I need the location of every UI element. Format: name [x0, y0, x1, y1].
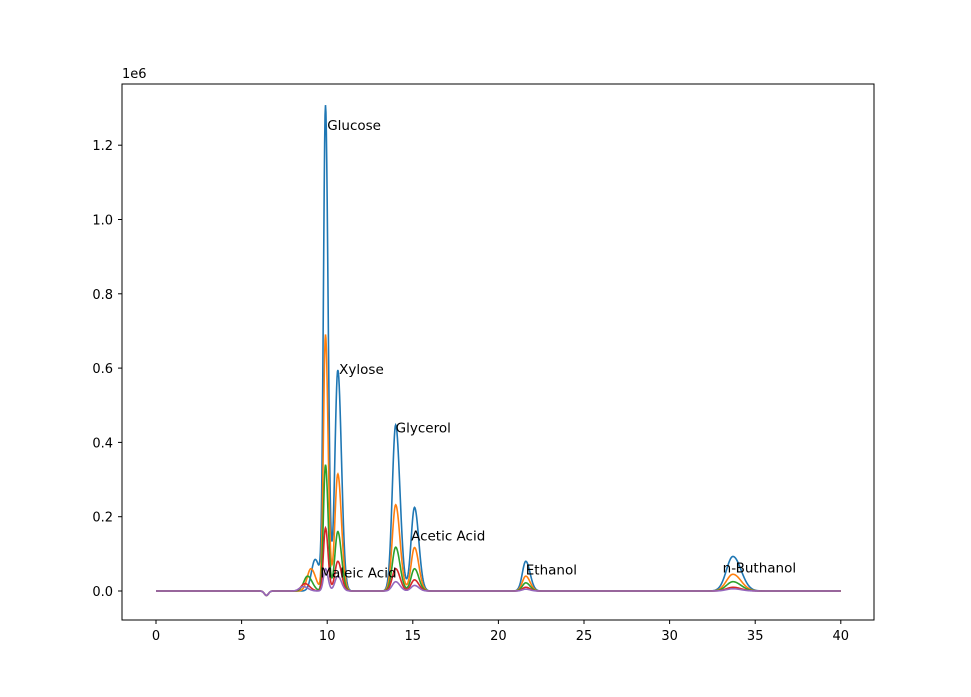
- y-offset-label: 1e6: [122, 67, 147, 82]
- y-tick-label: 0.6: [92, 362, 113, 377]
- peak-annotations: Glucose Xylose Glycerol Acetic Acid Maleic A…: [320, 118, 796, 582]
- peak-label: Glucose: [327, 118, 381, 134]
- y-tick-label: 0.0: [92, 585, 113, 600]
- peak-label: Xylose: [339, 362, 384, 378]
- peak-label: Acetic Acid: [411, 528, 485, 544]
- y-tick-label: 0.8: [92, 288, 113, 303]
- y-tick-label: 0.4: [92, 436, 113, 451]
- series-line-5: [156, 567, 841, 597]
- x-tick-label: 30: [661, 629, 678, 644]
- x-tick-label: 20: [490, 629, 507, 644]
- x-tick-label: 15: [405, 629, 422, 644]
- peak-label: Glycerol: [396, 421, 451, 437]
- x-tick-label: 10: [319, 629, 336, 644]
- x-axis: 0 5 10 15 20 25 30 35 40: [152, 620, 849, 644]
- x-tick-label: 40: [833, 629, 850, 644]
- x-tick-label: 25: [576, 629, 593, 644]
- y-tick-label: 1.0: [92, 214, 113, 229]
- y-tick-label: 0.2: [92, 511, 113, 526]
- peak-label: n-Buthanol: [723, 561, 796, 577]
- y-axis: 0.0 0.2 0.4 0.6 0.8 1.0 1.2: [92, 139, 122, 600]
- series-line-2: [156, 334, 841, 597]
- peak-label: Ethanol: [526, 562, 577, 578]
- x-tick-label: 0: [152, 629, 160, 644]
- x-tick-label: 5: [237, 629, 245, 644]
- plot-frame: [121, 83, 875, 621]
- series-lines: [156, 105, 841, 597]
- y-tick-label: 1.2: [92, 139, 113, 154]
- peak-label: Maleic Acid: [320, 565, 396, 581]
- x-tick-label: 35: [747, 629, 764, 644]
- series-line-1: [156, 105, 841, 597]
